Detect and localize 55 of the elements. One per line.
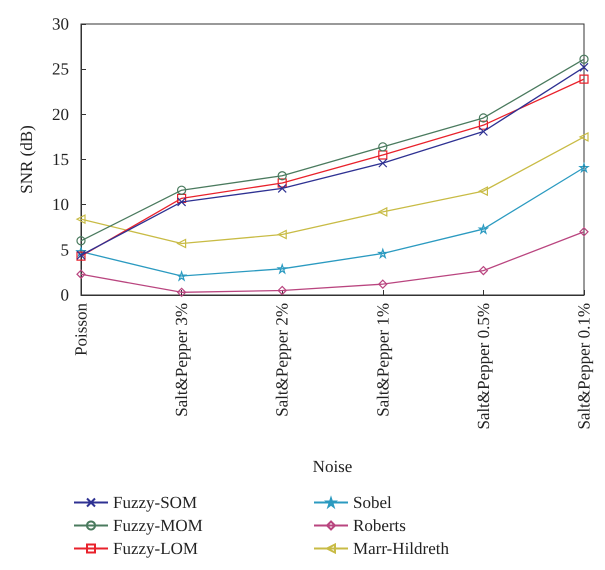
y-axis-title: SNR (dB)	[17, 125, 36, 194]
point	[478, 113, 488, 123]
point	[478, 126, 488, 136]
point	[478, 186, 488, 196]
point	[478, 224, 488, 234]
y-tick-label: 25	[52, 60, 69, 79]
point	[76, 270, 86, 279]
point	[278, 264, 287, 274]
y-tick-label: 0	[60, 286, 69, 304]
x-tick-label: Poisson	[72, 302, 90, 356]
x-tick-label: Salt&Pepper 3%	[172, 303, 192, 417]
legend-label: Roberts	[353, 516, 406, 535]
y-tick-label: 30	[52, 14, 69, 34]
x-axis-title: Noise	[312, 457, 352, 476]
y-tick-label: 10	[52, 195, 69, 214]
point	[378, 142, 388, 152]
y-tick-label: 15	[52, 150, 69, 169]
point	[579, 62, 589, 72]
legend-label: Marr-Hildreth	[353, 539, 450, 558]
point	[579, 227, 589, 236]
point	[278, 286, 287, 296]
legend-label: Fuzzy-SOM	[113, 493, 198, 512]
x-tick-label: Salt&Pepper 1%	[373, 303, 392, 417]
point	[579, 132, 589, 142]
point	[378, 280, 388, 289]
point	[278, 171, 287, 180]
point	[478, 266, 488, 276]
legend-label: Sobel	[353, 493, 392, 512]
point	[378, 158, 388, 168]
point	[278, 178, 287, 188]
legend-label: Fuzzy-LOM	[113, 539, 198, 558]
point	[579, 163, 589, 172]
point	[378, 150, 388, 160]
x-tick-label: Salt&Pepper 2%	[272, 303, 292, 417]
x-tick-label: Salt&Pepper 0.5%	[474, 303, 493, 430]
x-tick-label: Salt&Pepper 0.1%	[574, 303, 594, 430]
point	[478, 120, 488, 130]
point	[76, 214, 86, 224]
legend-label: Fuzzy-MOM	[113, 516, 203, 535]
point	[76, 247, 86, 256]
point	[177, 194, 186, 203]
point	[177, 238, 186, 248]
point	[278, 230, 287, 240]
point	[579, 74, 589, 84]
point	[378, 207, 388, 216]
point	[177, 186, 186, 195]
y-tick-label: 5	[60, 240, 69, 260]
point	[278, 184, 287, 194]
point	[378, 248, 388, 258]
point	[177, 288, 186, 297]
point	[76, 236, 86, 246]
y-tick-label: 20	[52, 104, 69, 124]
point	[177, 197, 186, 207]
point	[579, 54, 589, 64]
point	[177, 271, 186, 281]
